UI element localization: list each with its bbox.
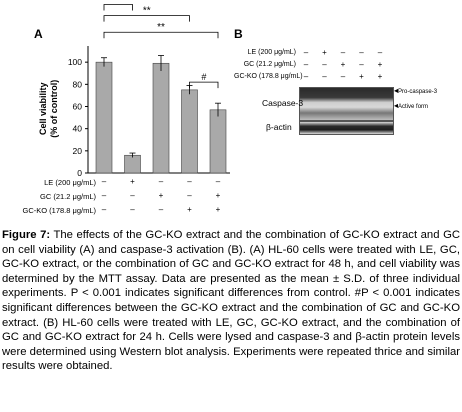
condition-value-b: – [340, 72, 346, 81]
condition-value-b: – [340, 48, 346, 57]
blot-label-caspase-3: Caspase-3 [262, 98, 304, 108]
caspase-3-blot [299, 87, 394, 121]
significance-bracket [189, 81, 219, 89]
condition-value-b: – [359, 48, 364, 57]
significance-label: ** [157, 22, 165, 33]
panel-a-letter: A [34, 27, 43, 41]
condition-value-a: – [130, 205, 135, 214]
condition-value-a: + [158, 191, 164, 200]
y-tick-label: 80 [73, 79, 83, 89]
condition-value-b: – [303, 48, 309, 57]
blot-label-beta-actin: β-actin [266, 122, 292, 132]
condition-value-a: – [130, 191, 135, 200]
condition-label-a: GC (21.2 μg/mL) [39, 192, 96, 201]
condition-label-b: LE (200 μg/mL) [247, 49, 296, 56]
condition-value-a: – [101, 177, 107, 186]
condition-value-b: + [359, 72, 364, 81]
significance-label: ** [143, 6, 151, 17]
y-axis-label: (% of control) [49, 80, 59, 138]
y-tick-label: 100 [68, 57, 82, 67]
condition-value-a: – [101, 205, 107, 214]
band-label-pro-caspase-3: ◂Pro-caspase-3 [394, 86, 438, 95]
condition-value-b: + [322, 48, 327, 57]
beta-actin-blot [299, 121, 394, 135]
y-tick-label: 20 [73, 146, 83, 156]
condition-value-b: + [340, 60, 346, 69]
y-tick-label: 0 [77, 168, 82, 178]
significance-label: ** [114, 0, 122, 6]
condition-label-a: GC-KO (178.8 μg/mL) [22, 206, 96, 215]
condition-value-a: + [187, 205, 192, 214]
condition-value-b: – [359, 60, 364, 69]
condition-value-b: – [377, 48, 383, 57]
condition-value-b: – [303, 72, 309, 81]
condition-value-a: + [215, 205, 221, 214]
caption-label: Figure 7: [2, 229, 51, 241]
y-axis-label: Cell viability [38, 82, 48, 135]
condition-value-a: – [187, 177, 192, 186]
condition-value-a: + [215, 191, 221, 200]
y-tick-label: 60 [73, 102, 83, 112]
caption-text: The effects of the GC-KO extract and the… [2, 229, 461, 373]
bar [209, 109, 227, 174]
condition-value-b: + [377, 72, 383, 81]
condition-value-a: – [158, 205, 164, 214]
bar [124, 154, 141, 174]
condition-value-a: – [101, 191, 107, 200]
condition-value-b: + [377, 60, 383, 69]
significance-bracket [103, 31, 219, 39]
condition-label-b: GC (21.2 μg/mL) [243, 61, 296, 68]
figure-caption: Figure 7: The effects of the GC-KO extra… [2, 228, 460, 374]
y-tick-label: 40 [73, 124, 83, 134]
panel-b-letter: B [234, 27, 243, 41]
significance-label: # [201, 72, 207, 82]
condition-value-b: – [303, 60, 309, 69]
significance-bracket [103, 4, 133, 11]
condition-label-a: LE (200 μg/mL) [44, 178, 96, 187]
condition-value-a: – [215, 177, 221, 186]
viability-bar-chart: 0 20 40 60 80 100 Cell viability (% of control)… [38, 0, 230, 178]
bar [95, 61, 113, 174]
bar [152, 62, 170, 174]
condition-value-b: – [322, 72, 327, 81]
significance-bracket [103, 15, 190, 22]
condition-value-a: – [187, 191, 192, 200]
condition-label-b: GC-KO (178.8 μg/mL) [234, 73, 303, 80]
condition-value-a: + [130, 177, 135, 186]
bar [181, 89, 198, 174]
condition-value-b: – [322, 60, 327, 69]
band-label-active-form: ◂Active form [394, 101, 429, 110]
condition-value-a: – [158, 177, 164, 186]
